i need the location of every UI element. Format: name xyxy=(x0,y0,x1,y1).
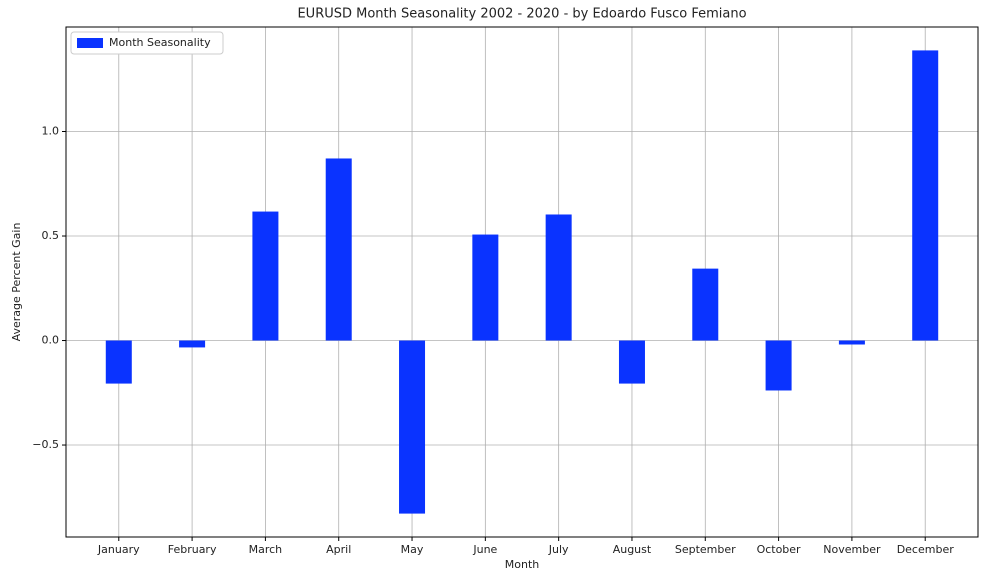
plot-frame xyxy=(65,26,979,538)
x-tick-label: May xyxy=(401,543,424,556)
x-tick-label: August xyxy=(613,543,652,556)
x-tick-label: March xyxy=(249,543,283,556)
x-tick-label: January xyxy=(97,543,140,556)
x-axis-label: Month xyxy=(505,558,540,571)
y-axis-label: Average Percent Gain xyxy=(10,223,23,342)
x-tick-label: June xyxy=(472,543,497,556)
bar xyxy=(179,340,206,348)
bar xyxy=(252,211,279,341)
y-tick-label: 1.0 xyxy=(42,125,60,138)
bar xyxy=(399,340,426,514)
y-tick-label: 0.0 xyxy=(42,334,60,347)
bar xyxy=(472,234,499,341)
chart-title: EURUSD Month Seasonality 2002 - 2020 - b… xyxy=(297,7,746,22)
bar xyxy=(765,340,792,391)
x-tick-label: September xyxy=(675,543,736,556)
bar xyxy=(325,158,352,341)
bar xyxy=(545,214,572,341)
legend-label: Month Seasonality xyxy=(109,36,211,49)
x-tick-label: April xyxy=(326,543,351,556)
x-tick-label: December xyxy=(897,543,955,556)
x-tick-label: October xyxy=(757,543,801,556)
bar xyxy=(692,268,719,341)
x-tick-label: July xyxy=(548,543,569,556)
y-tick-label: 0.5 xyxy=(42,229,60,242)
bar xyxy=(912,50,939,341)
y-tick-label: −0.5 xyxy=(32,438,59,451)
bar xyxy=(618,340,645,384)
legend-swatch xyxy=(77,38,103,48)
legend-box xyxy=(70,31,224,55)
bar xyxy=(838,340,865,345)
x-tick-label: November xyxy=(823,543,881,556)
bar xyxy=(105,340,132,384)
x-tick-label: February xyxy=(168,543,217,556)
